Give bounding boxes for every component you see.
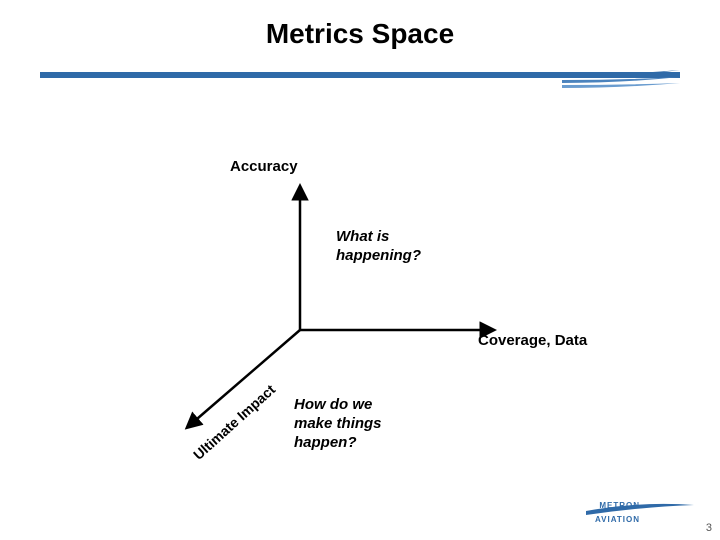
q2-line3: happen? xyxy=(294,434,357,451)
y-axis-label: Accuracy xyxy=(230,158,298,175)
logo: METRON AVIATION xyxy=(586,497,696,530)
logo-text-top: METRON xyxy=(599,501,640,510)
question-what: What is happening? xyxy=(336,228,421,266)
logo-svg: METRON AVIATION xyxy=(586,497,696,525)
q1-line2: happening? xyxy=(336,247,421,264)
q2-line2: make things xyxy=(294,415,382,432)
slide: Metrics Space Accuracy Coverage, Data Ul… xyxy=(0,0,720,540)
logo-text-bottom: AVIATION xyxy=(595,515,640,524)
page-number: 3 xyxy=(706,522,712,534)
q2-line1: How do we xyxy=(294,396,372,413)
question-how: How do we make things happen? xyxy=(294,396,382,452)
x-axis-label: Coverage, Data xyxy=(478,332,587,349)
axes-diagram xyxy=(0,0,720,540)
q1-line1: What is xyxy=(336,228,389,245)
